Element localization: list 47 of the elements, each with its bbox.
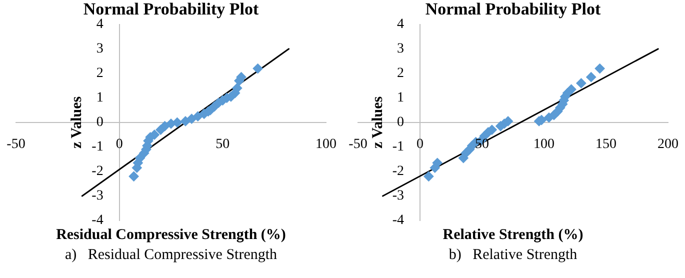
x-tick-label: -50	[348, 137, 368, 152]
chart-title: Normal Probability Plot	[425, 0, 602, 19]
y-tick-label: 0	[96, 115, 104, 130]
point	[430, 162, 440, 173]
y-tick-label: 4	[397, 17, 404, 32]
x-tick-label: 200	[658, 137, 678, 152]
y-tick-label: -3	[392, 188, 404, 204]
point	[544, 112, 554, 123]
point	[252, 64, 263, 74]
point	[576, 78, 586, 88]
y-tick-label: -4	[392, 213, 404, 228]
x-axis-title: Relative Strength (%)	[442, 226, 584, 244]
x-tick-label: 50	[216, 137, 230, 152]
text: b) Relative Strength	[448, 246, 578, 265]
x-tick-label: 150	[596, 137, 616, 152]
y-tick-label: -1	[92, 140, 104, 155]
y-tick-label: 0	[397, 115, 404, 130]
y-tick-label: 2	[397, 66, 404, 82]
y-tick-label: 1	[96, 90, 104, 106]
text: a) Residual Compressive Strength	[64, 246, 278, 265]
point	[586, 72, 596, 82]
y-tick-label: -2	[92, 164, 104, 180]
x-tick-label: 0	[416, 137, 424, 152]
point	[180, 116, 190, 126]
y-tick-label: -3	[92, 188, 104, 204]
y-tick-label: 3	[397, 42, 404, 57]
y-tick-label: -4	[92, 213, 104, 228]
point	[594, 64, 605, 74]
y-tick-label: 3	[96, 42, 104, 57]
x-tick-label: 100	[534, 137, 554, 152]
y-tick-label: 4	[96, 17, 104, 32]
y-tick-label: -2	[392, 164, 404, 180]
point	[424, 171, 434, 182]
point	[156, 124, 166, 135]
point	[458, 152, 468, 163]
point	[166, 118, 176, 129]
y-tick-label: 2	[96, 66, 104, 82]
y-tick-label: 1	[397, 90, 404, 106]
point	[128, 171, 139, 182]
x-tick-label: 100	[316, 137, 336, 152]
y-axis-title: z Values	[69, 96, 86, 149]
y-tick-label: -1	[392, 140, 404, 155]
y-axis-title: z Values	[370, 96, 386, 149]
x-tick-label: -50	[6, 137, 26, 152]
chart-title: Normal Probability Plot	[83, 0, 260, 19]
x-tick-label: 0	[116, 137, 123, 152]
x-axis-title: Residual Compressive Strength (%)	[56, 226, 286, 244]
